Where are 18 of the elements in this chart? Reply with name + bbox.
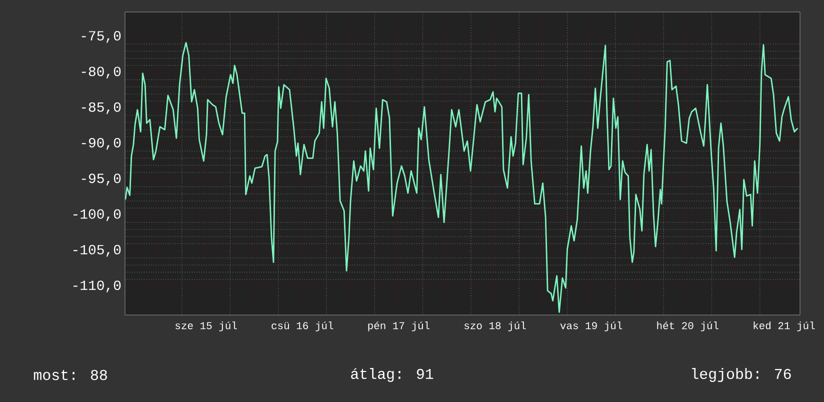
x-tick-label: sze 15 júl (176, 322, 237, 332)
x-tick-label: szo 18 júl (464, 322, 526, 332)
y-tick-label: -105,0 (74, 244, 121, 257)
x-tick-label: pén 17 júl (368, 322, 430, 332)
x-tick-label: ked 21 júl (754, 322, 815, 332)
x-tick-label: hét 20 júl (657, 322, 718, 332)
y-tick-label: -100,0 (74, 209, 121, 222)
x-tick-label: csü 16 júl (272, 322, 334, 332)
y-tick-label: -75,0 (82, 31, 121, 43)
y-tick-label: -95,0 (82, 174, 121, 186)
y-tick-label: -110,0 (74, 280, 121, 292)
y-tick-label: -90,0 (82, 138, 121, 150)
x-tick-label: vas 19 júl (560, 322, 622, 332)
text: átlag: 91 (351, 368, 434, 382)
text: most: 88 (34, 370, 107, 380)
y-tick-label: -85,0 (82, 102, 121, 114)
y-tick-label: -80,0 (82, 66, 121, 78)
text: legjobb: 76 (692, 368, 791, 382)
